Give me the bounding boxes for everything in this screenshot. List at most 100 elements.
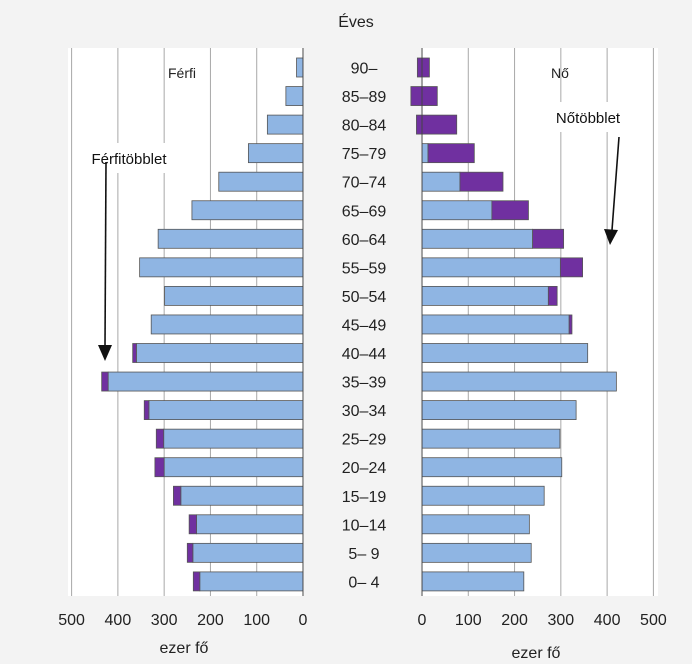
male-tick-label: 100 [243,612,270,629]
female-bar [421,143,429,164]
female-surplus-bar [491,200,529,221]
female-tick-label: 500 [640,612,667,629]
female-surplus-arrowhead [604,229,618,245]
female-bar [421,371,617,392]
male-tick-label: 300 [151,612,178,629]
female-surplus-bar [532,228,565,249]
female-bar [421,457,563,478]
male-bar [180,485,304,506]
male-bar [296,57,304,78]
age-group-labels: 90– 85–89 80–84 75–79 70–74 65–69 60–64 55–59 50… [342,61,387,592]
male-surplus-bar [173,485,182,506]
male-surplus-annotation: Férfitöbblet [76,143,182,361]
female-bar [421,285,549,306]
female-tick-label: 200 [501,612,528,629]
age-group-label: 15–19 [342,489,387,506]
female-tick-label: 300 [547,612,574,629]
age-group-label: 35–39 [342,375,387,392]
age-group-label: 70–74 [342,175,387,192]
female-tick-labels: 0 100 200 300 400 500 [418,612,667,629]
male-bar [139,257,304,278]
female-bar [421,314,570,335]
female-bar [421,257,561,278]
male-bar [218,171,304,192]
male-bar [247,143,304,164]
female-surplus-bar [416,114,458,135]
male-bar [196,514,304,535]
female-surplus-arrow-line [611,136,620,231]
male-bars [101,57,304,592]
male-surplus-arrowhead [98,345,112,361]
male-panel-label: Férfi [168,65,196,81]
age-group-label: 20–24 [342,460,387,477]
female-bar [421,428,561,449]
age-group-label: 50–54 [342,289,387,306]
female-tick-label: 400 [594,612,621,629]
male-bar [107,371,304,392]
female-bar [421,200,493,221]
male-tick-label: 200 [197,612,224,629]
female-surplus-label: Nőtöbblet [556,110,621,127]
female-bar [421,542,532,563]
age-group-label: 45–49 [342,317,387,334]
age-group-label: 85–89 [342,89,387,106]
age-group-label: 40–44 [342,346,387,363]
male-bar [192,542,304,563]
male-surplus-bar [155,428,165,449]
male-bar [135,343,304,363]
age-group-label: 10–14 [342,517,387,534]
male-tick-label: 400 [105,612,132,629]
age-group-label: 90– [351,61,378,78]
female-bar [421,571,525,592]
male-surplus-bar [143,400,150,421]
female-bar [421,343,589,363]
female-surplus-bar [427,143,475,164]
male-bar [150,314,304,335]
male-bar [191,200,304,221]
female-surplus-label-box [542,102,634,132]
age-group-label: 25–29 [342,432,387,449]
male-bar [199,571,304,592]
male-surplus-bar [132,343,137,363]
female-bar [421,228,534,249]
age-group-label: 75–79 [342,146,387,163]
male-bar [148,400,304,421]
male-tick-labels: 500 400 300 200 100 0 [58,612,307,629]
female-tick-label: 100 [455,612,482,629]
female-surplus-bar [547,285,558,306]
chart-title: Éves [338,12,374,31]
male-bar [163,457,304,478]
female-bar [421,400,577,421]
female-bar [421,514,530,535]
female-bar [421,171,461,192]
male-panel: 500 400 300 200 100 0 Férfi ezer fő [58,48,308,657]
female-x-axis-label: ezer fő [512,645,561,662]
female-bar [421,485,545,506]
male-surplus-label-box [76,143,182,173]
female-surplus-annotation: Nőtöbblet [542,102,634,245]
age-group-label: 0– 4 [348,574,379,591]
female-panel: 0 100 200 300 400 500 Nő ezer fő [410,48,667,662]
male-tick-label: 500 [58,612,85,629]
age-group-label: 55–59 [342,260,387,277]
male-surplus-arrow-line [104,161,107,347]
male-surplus-bar [188,514,197,535]
age-group-label: 30–34 [342,403,387,420]
female-surplus-bar [559,257,583,278]
male-surplus-bar [154,457,165,478]
female-panel-label: Nő [551,65,569,81]
male-surplus-bar [101,371,109,392]
female-surplus-bar [416,57,430,78]
male-bar [266,114,304,135]
female-surplus-bar [410,86,438,106]
male-bar [157,228,304,249]
male-bar [285,86,304,106]
age-group-label: 65–69 [342,203,387,220]
age-group-label: 5– 9 [348,546,379,563]
male-surplus-label: Férfitöbblet [91,151,167,168]
male-x-axis-label: ezer fő [160,640,209,657]
male-bar [164,285,304,306]
age-group-label: 60–64 [342,232,387,249]
